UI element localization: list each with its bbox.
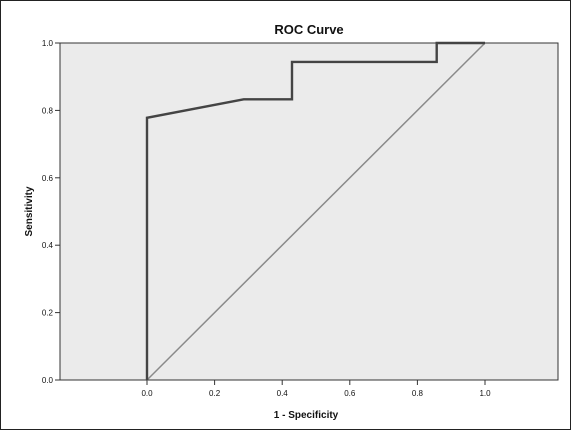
y-tick-label: 0.0	[42, 376, 54, 385]
y-tick-label: 0.2	[42, 309, 54, 318]
x-tick-label: 0.6	[344, 389, 356, 398]
x-axis-label: 1 - Specificity	[274, 410, 339, 421]
reference-diagonal-line	[146, 42, 486, 381]
x-tick-label: 0.8	[412, 389, 424, 398]
y-tick-label: 0.6	[42, 174, 54, 183]
x-tick-label: 0.4	[277, 389, 289, 398]
roc-curve-layer	[145, 41, 485, 380]
x-tick-label: 0.2	[209, 389, 221, 398]
y-tick-label: 0.8	[42, 106, 54, 115]
x-tick-label: 1.0	[479, 389, 491, 398]
y-tick-label: 0.4	[42, 241, 54, 250]
y-tick-label: 1.0	[42, 39, 54, 48]
axis-layer: 0.0 0.2 0.4 0.6 0.8 1.0 0.0 0.2 0.4 0.6 0.8 1.0	[42, 39, 491, 398]
y-axis-label: Sensitivity	[24, 186, 35, 236]
chart-title: ROC Curve	[274, 22, 343, 37]
reference-line-layer	[146, 42, 486, 381]
x-tick-label: 0.0	[141, 389, 153, 398]
roc-curve-line	[145, 41, 485, 380]
plot-area	[59, 42, 559, 381]
